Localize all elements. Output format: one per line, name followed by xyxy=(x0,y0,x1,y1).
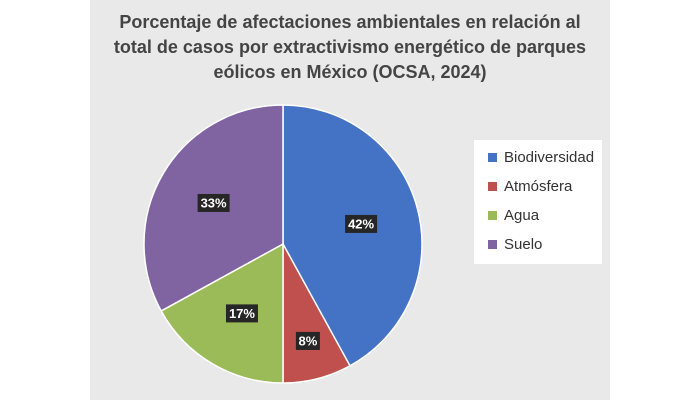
pie-slice-agua xyxy=(160,242,284,384)
chart-title-line-1: Porcentaje de afectaciones ambientales e… xyxy=(119,12,581,32)
legend-label-biodiversidad: Biodiversidad xyxy=(504,149,595,166)
legend-item-agua: Agua xyxy=(488,206,539,226)
legend-swatch-biodiversidad xyxy=(488,153,497,162)
chart-title-line-2: total de casos por extractivismo energét… xyxy=(113,37,587,57)
chart-title: Porcentaje de afectaciones ambientales e… xyxy=(90,10,610,85)
data-label-bg-agua xyxy=(225,304,258,323)
legend-item-suelo: Suelo xyxy=(488,235,542,255)
data-label-bg-biodiversidad xyxy=(345,214,378,233)
legend-item-biodiversidad: Biodiversidad xyxy=(488,148,594,168)
data-label-bg-atmosfera xyxy=(295,331,320,350)
legend-swatch-agua xyxy=(488,211,497,220)
data-label-suelo: 33% xyxy=(201,195,227,210)
data-label-bg-suelo xyxy=(197,193,230,212)
legend-swatch-atmosfera xyxy=(488,182,497,191)
legend-label-agua: Agua xyxy=(504,207,540,224)
data-label-biodiversidad: 42% xyxy=(348,216,374,231)
legend-item-atmosfera: Atmósfera xyxy=(488,177,572,197)
chart-title-line-3: eólicos en México (OCSA, 2024) xyxy=(213,62,487,82)
chart-panel: Porcentaje de afectaciones ambientales e… xyxy=(90,0,610,400)
legend-label-suelo: Suelo xyxy=(504,236,543,253)
legend-swatch-suelo xyxy=(488,240,497,249)
pie-slice-biodiversidad xyxy=(282,104,423,367)
data-label-atmosfera: 8% xyxy=(298,333,317,348)
legend-label-atmosfera: Atmósfera xyxy=(504,178,573,195)
pie-chart: 42% 8% 17% 33% xyxy=(143,104,423,384)
data-label-agua: 17% xyxy=(229,306,255,321)
legend: Biodiversidad Atmósfera Agua Suelo xyxy=(474,140,602,264)
